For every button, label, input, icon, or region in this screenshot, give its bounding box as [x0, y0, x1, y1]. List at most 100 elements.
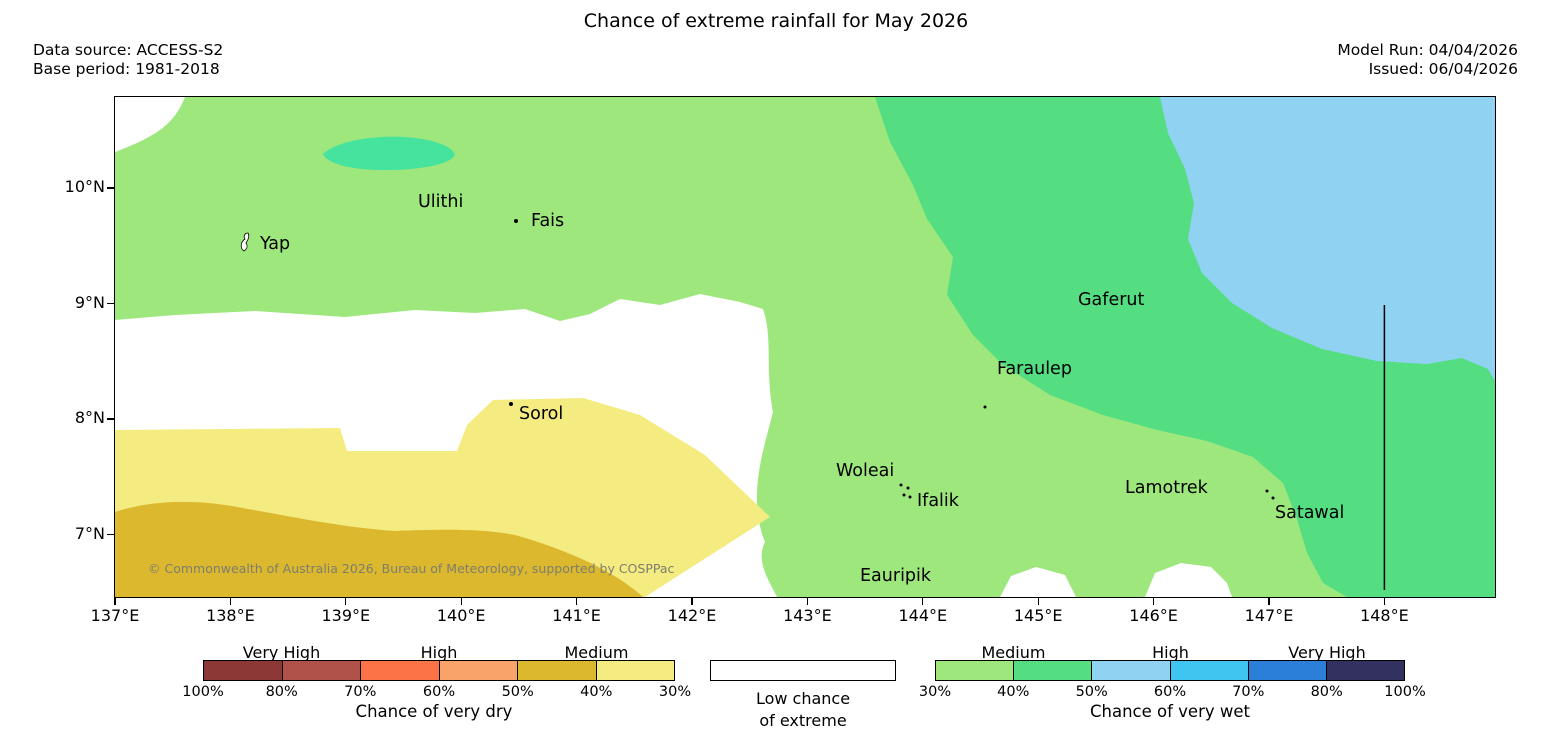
x-tick-mark: [1037, 598, 1039, 605]
x-axis-label-145e: 145°E: [1013, 606, 1063, 625]
wet-tick-100: 100%: [1384, 684, 1426, 700]
fais-island-dot: [514, 219, 518, 223]
dry-swatch-70-60: [361, 661, 440, 680]
ifalik-island-dot: [902, 493, 906, 497]
x-axis-label-140e: 140°E: [436, 606, 486, 625]
dry-tick-70: 70%: [344, 684, 377, 700]
x-tick-mark: [806, 598, 808, 605]
sorol-island-dot: [509, 402, 513, 406]
x-tick-mark: [114, 598, 116, 605]
wet-tick-70: 70%: [1232, 684, 1265, 700]
x-axis-label-144e: 144°E: [898, 606, 948, 625]
region-low-chance-topleft: [115, 97, 185, 152]
wet-caption: Chance of very wet: [1090, 702, 1250, 721]
data-source-text: Data source: ACCESS-S2: [33, 41, 224, 59]
dry-swatch-50-40: [518, 661, 597, 680]
wet-swatch-60-70: [1170, 661, 1249, 680]
place-label-faraulep: Faraulep: [997, 359, 1072, 379]
region-wet-50-60: [1160, 97, 1495, 381]
dry-group-medium: Medium: [564, 643, 629, 662]
x-axis-label-142e: 142°E: [667, 606, 717, 625]
x-tick-mark: [1383, 598, 1385, 605]
x-axis-label-148e: 148°E: [1360, 606, 1409, 625]
dry-swatch-40-30: [596, 661, 674, 680]
wet-group-very-high: Very High: [1288, 643, 1366, 662]
place-label-eauripik: Eauripik: [860, 566, 932, 586]
x-tick-mark: [576, 598, 578, 605]
dry-tick-60: 60%: [422, 684, 456, 700]
dry-color-bar: [203, 660, 675, 681]
x-axis-label-147e: 147°E: [1244, 606, 1294, 625]
place-label-sorol: Sorol: [519, 404, 563, 424]
y-axis-label-7n: 7°N: [74, 523, 105, 543]
dry-tick-30: 30%: [658, 684, 692, 700]
satawal-island-dot: [1271, 496, 1275, 500]
page-title: Chance of extreme rainfall for May 2026: [583, 10, 969, 32]
low-chance-swatch: [710, 660, 896, 681]
y-tick-mark: [107, 302, 115, 305]
dry-swatch-60-50: [439, 661, 518, 680]
y-axis-label-10n: 10°N: [64, 177, 105, 196]
issued-text: Issued: 06/04/2026: [1368, 60, 1518, 78]
dry-swatch-100-80: [204, 661, 283, 680]
copyright-text: © Commonwealth of Australia 2026, Bureau…: [148, 561, 674, 576]
lamotrek-island-dot: [1265, 489, 1269, 493]
rainfall-probability-map: Ulithi Fais Yap Gaferut Faraulep Sorol W…: [115, 97, 1495, 597]
dry-tick-100: 100%: [182, 684, 224, 700]
faraulep-island-dot: [983, 405, 987, 409]
x-tick-mark: [1268, 598, 1270, 605]
place-label-lamotrek: Lamotrek: [1125, 478, 1209, 498]
wet-swatch-40-50: [1014, 661, 1093, 680]
wet-swatch-70-80: [1248, 661, 1327, 680]
wet-group-high: High: [1152, 643, 1189, 662]
y-axis-label-8n: 8°N: [74, 408, 105, 427]
place-label-satawal: Satawal: [1275, 503, 1344, 523]
dry-swatch-80-70: [282, 661, 361, 680]
wet-swatch-30-40: [936, 661, 1015, 680]
wet-swatch-80-100: [1326, 661, 1405, 680]
map-area: Ulithi Fais Yap Gaferut Faraulep Sorol W…: [114, 96, 1496, 598]
woleai-island-dot: [899, 483, 903, 487]
low-chance-label-line1: Low chance: [755, 689, 851, 708]
wet-tick-30: 30%: [918, 684, 952, 700]
x-axis-label-137e: 137°E: [90, 606, 140, 625]
y-tick-mark: [107, 418, 115, 420]
place-label-yap: Yap: [259, 234, 290, 254]
dry-tick-80: 80%: [265, 684, 298, 700]
x-axis-label-146e: 146°E: [1129, 606, 1178, 625]
base-period-text: Base period: 1981-2018: [33, 60, 220, 78]
wet-tick-40: 40%: [997, 684, 1030, 700]
wet-tick-60: 60%: [1153, 684, 1187, 700]
place-label-fais: Fais: [531, 211, 564, 231]
y-axis-label-9n: 9°N: [74, 292, 105, 312]
low-chance-label-line2: of extreme: [759, 711, 847, 730]
dry-group-high: High: [420, 643, 458, 662]
x-axis-label-143e: 143°E: [783, 606, 832, 625]
region-low-chance-notch-1: [1000, 567, 1076, 597]
x-tick-mark: [345, 598, 347, 605]
dry-caption: Chance of very dry: [355, 702, 513, 721]
region-low-chance-notch-2: [1145, 563, 1232, 597]
x-axis-label-138e: 138°E: [206, 606, 255, 625]
region-wet-patch-ulithi: [323, 136, 455, 171]
x-tick-mark: [691, 598, 693, 605]
place-label-gaferut: Gaferut: [1078, 290, 1144, 310]
x-axis-label-139e: 139°E: [321, 606, 371, 625]
region-dry-40-50: [115, 501, 643, 597]
wet-group-medium: Medium: [981, 643, 1046, 662]
x-tick-mark: [460, 598, 462, 605]
yap-island-outline: [240, 232, 250, 252]
place-label-woleai: Woleai: [836, 461, 894, 481]
place-label-ulithi: Ulithi: [418, 192, 463, 212]
y-tick-mark: [107, 187, 115, 189]
x-axis-label-141e: 141°E: [552, 606, 601, 625]
wet-tick-50: 50%: [1075, 684, 1108, 700]
header-right: Model Run: 04/04/2026 Issued: 06/04/2026: [1337, 41, 1518, 79]
wet-tick-80: 80%: [1310, 684, 1343, 700]
dry-tick-40: 40%: [580, 684, 613, 700]
model-run-text: Model Run: 04/04/2026: [1337, 41, 1518, 59]
x-tick-mark: [922, 598, 924, 605]
header-left: Data source: ACCESS-S2 Base period: 1981…: [33, 41, 223, 79]
wet-swatch-50-60: [1092, 661, 1171, 680]
